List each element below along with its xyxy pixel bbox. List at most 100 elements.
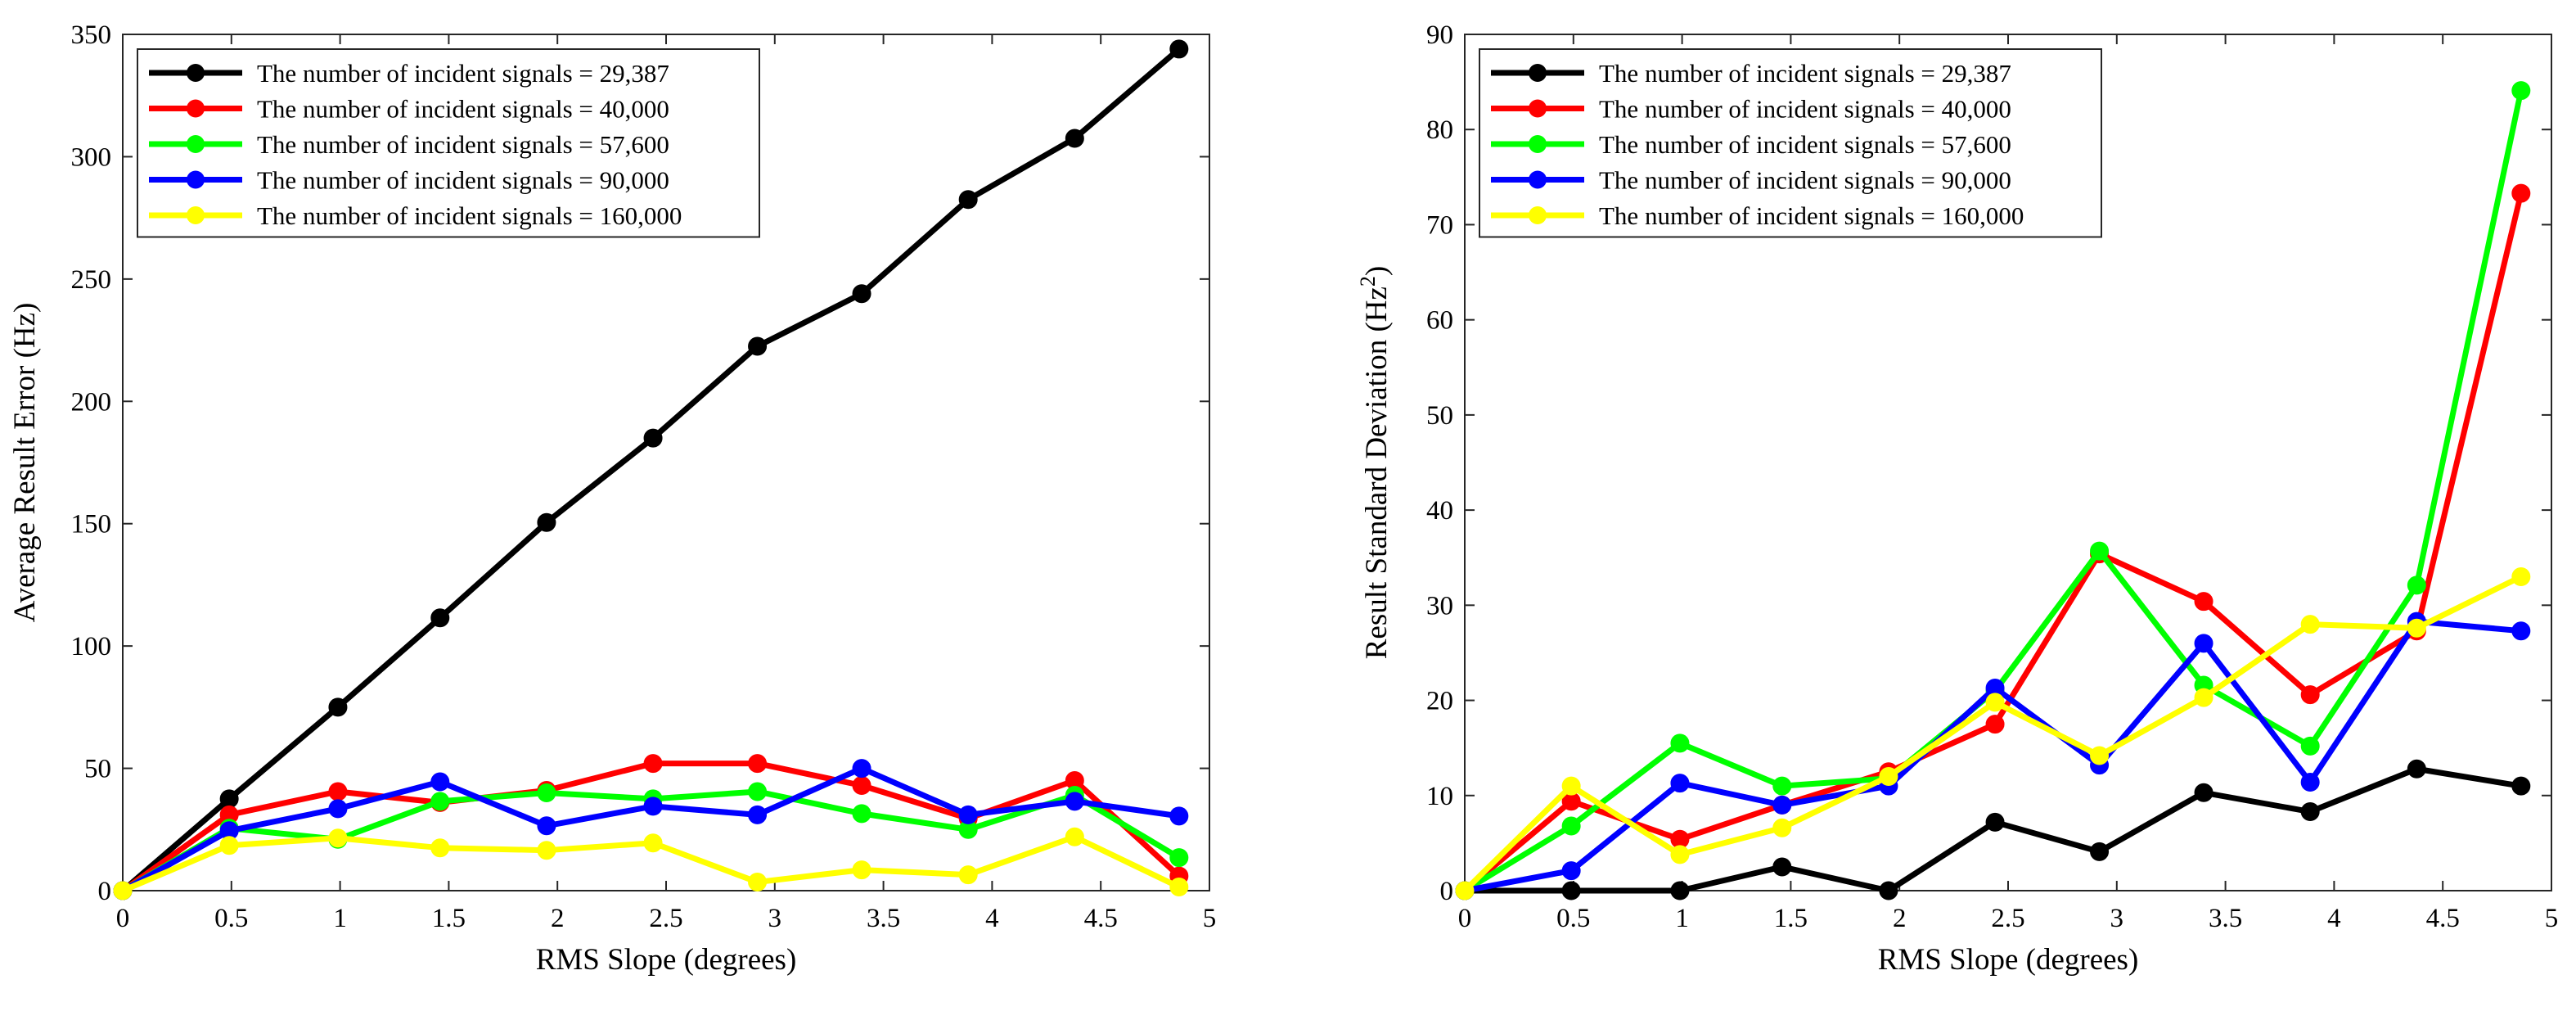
data-point [1985, 812, 2005, 832]
y-tick-label: 80 [1426, 115, 1453, 145]
chart-panel-left: 0 0.5 1 1.5 2 2.5 3 3.5 4 4.5 50501001502002503003… [8, 20, 1216, 977]
y-tick-label: 50 [84, 755, 111, 784]
data-point [113, 881, 133, 900]
data-point [430, 792, 450, 811]
x-tick-label: 3.5 [2209, 904, 2242, 933]
legend-item: The number of incident signals = 90,000 [149, 166, 669, 195]
legend-label: The number of incident signals = 57,600 [1599, 130, 2011, 159]
legend-marker [187, 64, 205, 82]
legend-label: The number of incident signals = 57,600 [257, 130, 669, 159]
data-point [430, 838, 450, 858]
data-point [1670, 774, 1690, 793]
y-tick-label: 300 [71, 142, 112, 172]
data-point [1065, 827, 1084, 846]
data-point [537, 783, 556, 802]
data-point [2407, 575, 2426, 595]
legend-label: The number of incident signals = 29,387 [257, 59, 669, 88]
legend-label: The number of incident signals = 90,000 [1599, 166, 2011, 195]
data-point [537, 841, 556, 860]
data-point [958, 805, 978, 824]
y-axis-title-suffix: ) [1360, 266, 1394, 276]
data-point [1772, 795, 1792, 815]
data-point [1985, 693, 2005, 712]
legend-label: The number of incident signals = 160,000 [1599, 201, 2024, 230]
data-point [219, 789, 239, 809]
data-point [1670, 733, 1690, 753]
data-point [2194, 688, 2213, 707]
x-axis-title: RMS Slope (degrees) [1878, 943, 2139, 977]
x-tick-label: 0.5 [214, 904, 248, 933]
data-point [2511, 621, 2531, 641]
data-point [1169, 39, 1189, 59]
legend-item: The number of incident signals = 40,000 [1491, 95, 2011, 124]
data-point [643, 797, 663, 816]
y-tick-label: 200 [71, 387, 112, 417]
y-tick-label: 50 [1426, 401, 1453, 431]
y-tick-label: 150 [71, 510, 112, 539]
legend-marker [187, 99, 205, 118]
x-tick-label: 4 [985, 904, 999, 933]
x-tick-label: 5 [1203, 904, 1217, 933]
data-point [1879, 881, 1898, 900]
y-tick-label: 90 [1426, 20, 1453, 50]
data-point [748, 873, 768, 892]
series-3 [113, 759, 1189, 900]
legend-item: The number of incident signals = 160,000 [149, 201, 682, 230]
data-point [643, 428, 663, 448]
data-point [1561, 881, 1581, 900]
y-axis-title-superscript: 2 [1356, 276, 1380, 287]
data-point [852, 759, 871, 779]
data-point [1169, 878, 1189, 897]
legend: The number of incident signals = 29,387 T… [137, 48, 760, 238]
data-point [1065, 129, 1084, 148]
data-point [2511, 81, 2531, 101]
legend-marker [1529, 206, 1547, 224]
x-tick-label: 4.5 [2426, 904, 2460, 933]
y-axis-title: Result Standard Deviation (Hz2) [1356, 266, 1394, 660]
legend-marker [187, 170, 205, 189]
data-point [958, 190, 978, 210]
x-tick-label: 3 [2110, 904, 2124, 933]
data-point [1670, 881, 1690, 900]
legend-label: The number of incident signals = 29,387 [1599, 59, 2011, 88]
legend-label: The number of incident signals = 160,000 [257, 201, 682, 230]
data-point [1670, 845, 1690, 864]
x-tick-label: 4.5 [1084, 904, 1118, 933]
data-point [1561, 816, 1581, 836]
data-point [430, 772, 450, 792]
data-point [1772, 857, 1792, 877]
x-tick-label: 1 [333, 904, 347, 933]
x-tick-label: 1 [1675, 904, 1689, 933]
y-tick-label: 60 [1426, 306, 1453, 336]
y-axis-title-main: Result Standard Deviation (Hz [1360, 287, 1394, 659]
data-point [219, 836, 239, 855]
legend-marker [1529, 135, 1547, 153]
x-tick-label: 1.5 [1774, 904, 1808, 933]
legend: The number of incident signals = 29,387 T… [1479, 48, 2102, 238]
legend-marker [1529, 170, 1547, 189]
series-0 [1455, 759, 2531, 900]
data-point [2090, 746, 2110, 765]
x-tick-label: 0 [1458, 904, 1472, 933]
x-tick-label: 2.5 [1991, 904, 2024, 933]
data-point [1169, 848, 1189, 868]
data-point [748, 336, 768, 356]
data-point [1772, 818, 1792, 837]
data-point [852, 804, 871, 824]
data-point [328, 697, 348, 717]
data-point [2407, 759, 2426, 779]
data-point [643, 833, 663, 853]
data-point [537, 512, 556, 532]
y-tick-label: 10 [1426, 782, 1453, 811]
data-point [2300, 685, 2320, 705]
legend-item: The number of incident signals = 90,000 [1491, 166, 2011, 195]
x-tick-label: 2.5 [649, 904, 682, 933]
data-point [1561, 861, 1581, 881]
data-point [2194, 634, 2213, 653]
legend-label: The number of incident signals = 40,000 [1599, 95, 2011, 124]
data-point [852, 284, 871, 304]
data-point [1879, 767, 1898, 787]
data-point [2300, 773, 2320, 792]
